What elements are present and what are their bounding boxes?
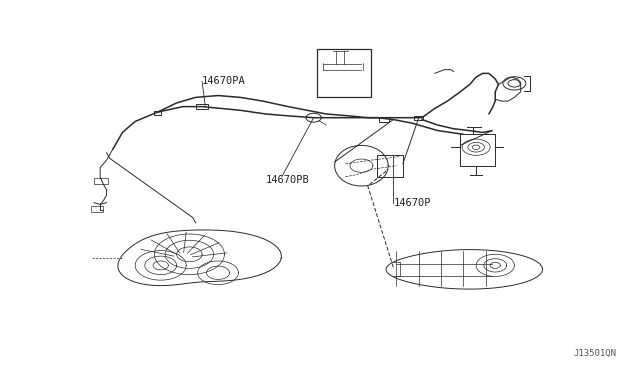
Bar xyxy=(94,177,108,184)
Bar xyxy=(379,117,389,122)
Bar xyxy=(154,111,161,115)
Bar xyxy=(91,206,103,212)
Bar xyxy=(378,155,403,177)
Bar xyxy=(196,105,208,109)
Text: 14670PA: 14670PA xyxy=(202,76,246,86)
Bar xyxy=(460,134,495,166)
Text: 14670P: 14670P xyxy=(394,198,431,208)
Bar xyxy=(414,116,423,119)
Bar xyxy=(317,49,371,97)
Text: J13501QN: J13501QN xyxy=(573,349,616,358)
Text: 14670PB: 14670PB xyxy=(266,176,310,186)
